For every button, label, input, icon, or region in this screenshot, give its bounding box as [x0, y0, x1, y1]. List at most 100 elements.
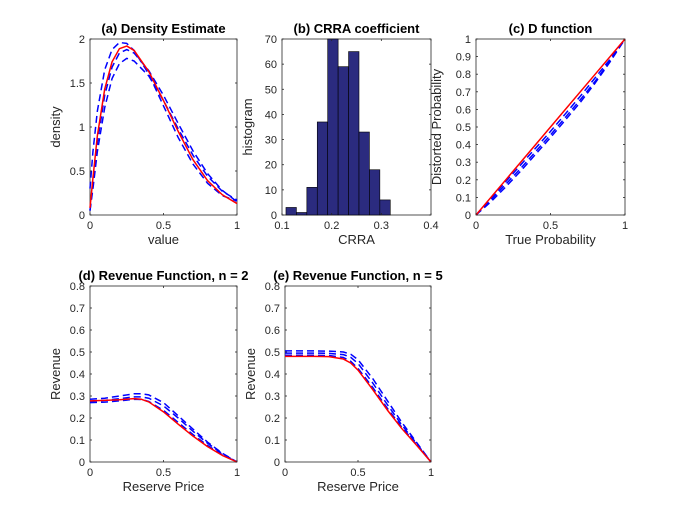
histogram-bar — [316, 121, 328, 216]
data-marks — [285, 38, 391, 216]
y-tick-label: 0.8 — [70, 281, 85, 293]
x-axis-label: CRRA — [338, 232, 375, 247]
confidence-band-line — [89, 393, 238, 463]
panel-title: (c) D function — [509, 21, 593, 36]
y-tick-label: 0.3 — [265, 391, 280, 403]
y-tick-label: 10 — [265, 185, 277, 197]
histogram-bar — [348, 51, 360, 216]
y-axis-label: Revenue — [48, 348, 63, 400]
y-tick-label: 0 — [79, 210, 85, 222]
x-axis-label: Reserve Price — [317, 479, 399, 494]
data-marks — [89, 393, 238, 463]
y-tick-label: 2 — [79, 34, 85, 46]
histogram-bar — [337, 66, 349, 216]
x-tick-label: 0.4 — [423, 220, 438, 232]
y-tick-label: 50 — [265, 84, 277, 96]
x-tick-label: 0 — [473, 220, 479, 232]
data-marks — [475, 38, 626, 216]
x-tick-label: 1 — [622, 220, 628, 232]
y-tick-label: 1 — [465, 34, 471, 46]
y-tick-label: 0.1 — [456, 192, 471, 204]
y-tick-label: 40 — [265, 109, 277, 121]
histogram-bar — [306, 187, 318, 216]
panel-e-revenue-n5: 0 0.5 1 0 0.1 0.2 0.3 0.4 0.5 0.6 0.7 0.8(e) Revenu… — [243, 268, 443, 494]
histogram-bar — [379, 199, 391, 216]
y-tick-label: 1 — [79, 122, 85, 134]
confidence-band-line — [285, 352, 432, 463]
y-tick-label: 0.8 — [456, 69, 471, 81]
y-tick-label: 0.5 — [265, 347, 280, 359]
panel-title: (a) Density Estimate — [101, 21, 225, 36]
histogram-bar — [296, 212, 308, 216]
data-marks — [89, 41, 238, 211]
y-tick-label: 0.8 — [265, 281, 280, 293]
y-tick-label: 30 — [265, 135, 277, 147]
y-tick-label: 0.6 — [70, 325, 85, 337]
confidence-band-line — [285, 350, 432, 463]
y-tick-label: 0 — [465, 210, 471, 222]
y-tick-label: 0.3 — [70, 391, 85, 403]
y-tick-label: 20 — [265, 160, 277, 172]
panel-title: (e) Revenue Function, n = 5 — [273, 268, 442, 283]
y-tick-label: 0.6 — [265, 325, 280, 337]
y-tick-label: 0.5 — [70, 166, 85, 178]
y-tick-label: 0.6 — [456, 104, 471, 116]
panel-title: (d) Revenue Function, n = 2 — [78, 268, 248, 283]
y-tick-label: 0.2 — [70, 413, 85, 425]
y-tick-label: 0 — [79, 457, 85, 469]
y-axis-label: Revenue — [243, 348, 258, 400]
confidence-band-line — [475, 38, 626, 216]
y-tick-label: 0.4 — [265, 369, 280, 381]
estimate-line — [89, 397, 238, 463]
x-tick-label: 0 — [87, 467, 93, 479]
x-tick-label: 0.5 — [543, 220, 558, 232]
y-tick-label: 0.7 — [265, 303, 280, 315]
y-tick-label: 0.9 — [456, 52, 471, 64]
confidence-band-line — [285, 354, 432, 463]
x-axis-label: value — [148, 232, 179, 247]
x-axis-label: True Probability — [505, 232, 596, 247]
y-tick-label: 0.1 — [265, 435, 280, 447]
x-tick-label: 1 — [234, 467, 240, 479]
panel-c-d-function: 0 0.5 1 0 0.1 0.2 0.3 0.4 0.5 0.6 0.7 0.8 0.9 1 (c) D … — [429, 21, 628, 247]
y-tick-label: 0.2 — [456, 175, 471, 187]
y-tick-label: 0.4 — [456, 140, 471, 152]
data-marks — [285, 350, 432, 463]
confidence-band-line — [475, 38, 626, 216]
estimate-line — [89, 45, 238, 209]
x-tick-label: 0 — [87, 220, 93, 232]
y-tick-label: 1.5 — [70, 78, 85, 90]
x-tick-label: 1 — [428, 467, 434, 479]
y-axis-label: histogram — [240, 98, 255, 155]
confidence-band-line — [475, 38, 626, 216]
y-tick-label: 0 — [274, 457, 280, 469]
x-tick-label: 0.2 — [324, 220, 339, 232]
y-tick-label: 0.7 — [456, 87, 471, 99]
y-tick-label: 0.5 — [70, 347, 85, 359]
panel-title: (b) CRRA coefficient — [294, 21, 421, 36]
y-tick-label: 70 — [265, 34, 277, 46]
y-tick-label: 0.4 — [70, 369, 85, 381]
x-tick-label: 0.5 — [350, 467, 365, 479]
histogram-bar — [285, 207, 297, 216]
x-tick-label: 1 — [234, 220, 240, 232]
panel-b-crra-coefficient: 0.1 0.2 0.3 0.4 0 10 20 30 40 50 60 70 (b) CRRA coef… — [240, 21, 439, 247]
histogram-bar — [358, 131, 370, 216]
confidence-band-line — [89, 398, 238, 463]
x-tick-label: 0.3 — [374, 220, 389, 232]
x-tick-label: 0.5 — [156, 220, 171, 232]
y-tick-label: 0.5 — [456, 122, 471, 134]
y-tick-label: 0.1 — [70, 435, 85, 447]
y-axis-label: density — [48, 106, 63, 148]
estimate-line — [285, 355, 432, 463]
panel-a-density-estimate: 0 0.5 1 0 0.5 1 1.5 2 (a) Density Estimate value d… — [48, 21, 240, 247]
x-tick-label: 0.5 — [156, 467, 171, 479]
y-tick-label: 0.7 — [70, 303, 85, 315]
histogram-bar — [369, 169, 381, 216]
confidence-band-line — [89, 48, 238, 211]
y-tick-label: 0.3 — [456, 157, 471, 169]
x-tick-label: 0.1 — [274, 220, 289, 232]
x-axis-label: Reserve Price — [123, 479, 205, 494]
plot-area — [284, 285, 432, 463]
